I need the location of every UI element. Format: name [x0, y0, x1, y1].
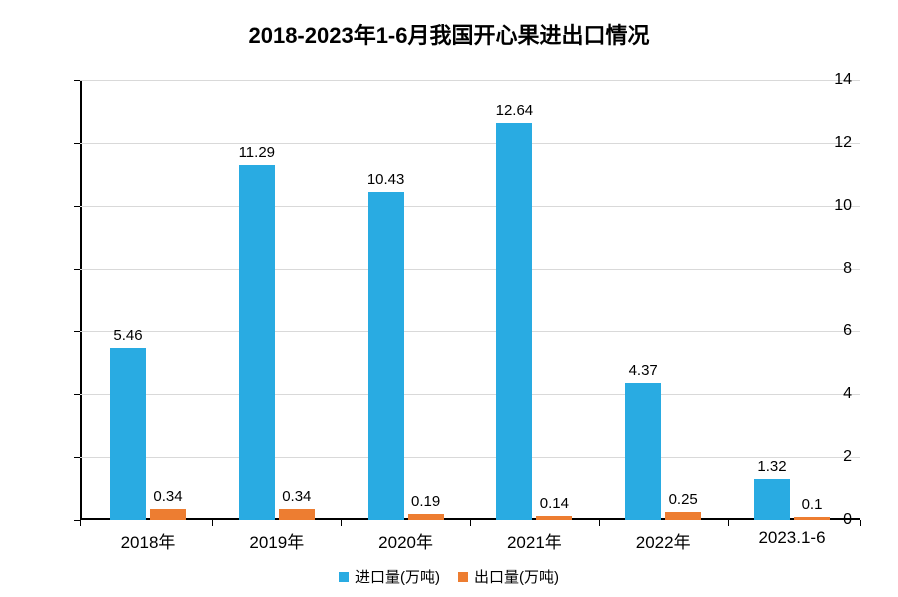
bar-value-label: 0.34 [257, 488, 337, 505]
bar-value-label: 0.34 [128, 488, 208, 505]
bar-value-label: 0.14 [514, 495, 594, 512]
x-tick-mark [212, 520, 213, 526]
x-tick-label: 2018年 [121, 528, 176, 553]
x-tick-mark [80, 520, 81, 526]
y-tick-label: 8 [76, 260, 852, 278]
y-tick-label: 6 [76, 322, 852, 340]
chart-container: 2018-2023年1-6月我国开心果进出口情况 024681012142018… [0, 0, 898, 597]
bar-value-label: 12.64 [474, 102, 554, 119]
legend: 进口量(万吨) 出口量(万吨) [0, 566, 898, 587]
legend-swatch [458, 572, 468, 582]
x-tick-label: 2020年 [378, 528, 433, 553]
bar-export [150, 509, 186, 520]
x-tick-mark [470, 520, 471, 526]
legend-item: 出口量(万吨) [458, 566, 559, 587]
y-tick-label: 14 [76, 71, 852, 89]
bar-import [239, 165, 275, 520]
y-tick-label: 10 [76, 197, 852, 215]
chart-title: 2018-2023年1-6月我国开心果进出口情况 [0, 18, 898, 50]
y-tick-label: 12 [76, 134, 852, 152]
bar-export [279, 509, 315, 520]
x-tick-mark [728, 520, 729, 526]
legend-item: 进口量(万吨) [339, 566, 440, 587]
bar-import [496, 123, 532, 520]
bar-value-label: 11.29 [217, 144, 297, 161]
bar-value-label: 0.25 [643, 491, 723, 508]
x-tick-label: 2023.1-6 [758, 528, 825, 548]
bar-value-label: 0.1 [772, 496, 852, 513]
bar-value-label: 4.37 [603, 362, 683, 379]
bar-value-label: 5.46 [88, 327, 168, 344]
legend-swatch [339, 572, 349, 582]
bar-export [665, 512, 701, 520]
bar-export [794, 517, 830, 520]
x-tick-mark [599, 520, 600, 526]
plot-area: 024681012142018年5.460.342019年11.290.3420… [80, 80, 860, 520]
bar-value-label: 0.19 [386, 493, 466, 510]
x-tick-label: 2022年 [636, 528, 691, 553]
bar-export [536, 516, 572, 520]
x-tick-mark [341, 520, 342, 526]
x-tick-mark [860, 520, 861, 526]
legend-label: 出口量(万吨) [474, 566, 559, 587]
y-tick-label: 0 [76, 511, 852, 529]
x-tick-label: 2021年 [507, 528, 562, 553]
legend-label: 进口量(万吨) [355, 566, 440, 587]
bar-value-label: 1.32 [732, 458, 812, 475]
bar-import [368, 192, 404, 520]
bar-value-label: 10.43 [346, 171, 426, 188]
y-tick-label: 4 [76, 385, 852, 403]
x-tick-label: 2019年 [249, 528, 304, 553]
bar-export [408, 514, 444, 520]
